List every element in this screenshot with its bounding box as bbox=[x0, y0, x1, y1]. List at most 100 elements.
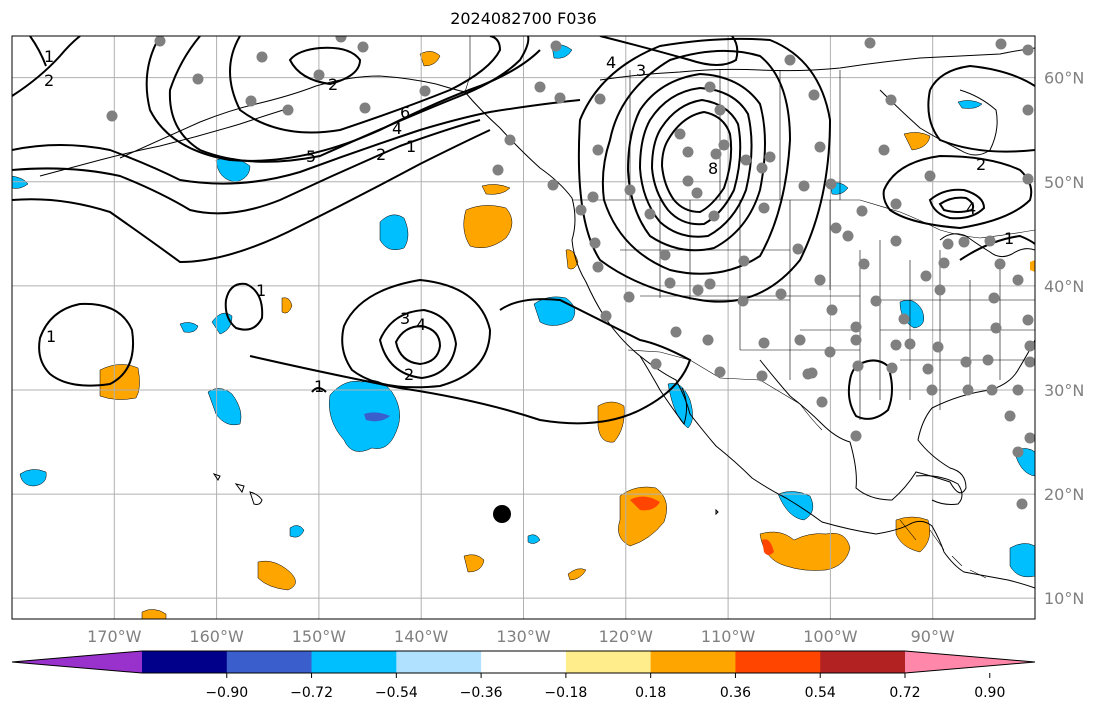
station-dot bbox=[592, 261, 604, 273]
station-dot bbox=[714, 104, 726, 116]
station-dot bbox=[704, 81, 716, 93]
contour-labels: 1 2 2 4 6 5 2 1 4 3 8 2 4 1 1 1 3 4 2 1 bbox=[44, 47, 1014, 396]
station-dot bbox=[718, 139, 730, 151]
positive-region bbox=[281, 297, 293, 314]
station-dot bbox=[547, 179, 559, 191]
station-dot bbox=[814, 141, 826, 153]
station-dot bbox=[926, 384, 938, 396]
contour-line bbox=[638, 86, 753, 238]
contour-line bbox=[38, 302, 134, 387]
central-america-border bbox=[899, 519, 987, 579]
contour-label: 2 bbox=[328, 75, 338, 94]
longitude-tick-label: 90°W bbox=[911, 627, 955, 646]
station-dot bbox=[282, 104, 294, 116]
colorbar-upper-extend bbox=[905, 651, 1035, 673]
station-dot bbox=[313, 69, 325, 81]
station-dot bbox=[1022, 104, 1034, 116]
station-dot bbox=[674, 128, 686, 140]
hudson-bay bbox=[879, 89, 998, 156]
colorbar-tick-label: 0.90 bbox=[974, 685, 1005, 701]
station-dot bbox=[982, 354, 994, 366]
positive-region bbox=[597, 401, 625, 443]
contour-label: 4 bbox=[606, 53, 616, 72]
station-dot bbox=[898, 313, 910, 325]
station-dot bbox=[920, 270, 932, 282]
station-dot bbox=[756, 370, 768, 382]
contour-line bbox=[288, 46, 362, 86]
longitude-tick-label: 120°W bbox=[599, 627, 654, 646]
latitude-tick-labels: 60°N 50°N 40°N 30°N 20°N 10°N bbox=[1044, 69, 1084, 609]
station-dot bbox=[714, 366, 726, 378]
station-dot bbox=[764, 151, 776, 163]
longitude-tick-label: 130°W bbox=[496, 627, 551, 646]
colorbar bbox=[11, 650, 1036, 674]
latitude-tick-label: 60°N bbox=[1044, 69, 1084, 88]
station-dot bbox=[492, 164, 504, 176]
canada-arctic-coast bbox=[599, 47, 1035, 81]
station-dot bbox=[550, 40, 562, 52]
contour-label: 8 bbox=[708, 159, 718, 178]
contour-line bbox=[601, 49, 792, 275]
contour-label: 4 bbox=[392, 119, 402, 138]
contour-line bbox=[229, 36, 502, 134]
contour-label: 1 bbox=[406, 137, 416, 156]
station-dot bbox=[738, 255, 750, 267]
graticule-grid bbox=[12, 36, 1035, 619]
station-dot bbox=[758, 337, 770, 349]
contour-label: 2 bbox=[404, 365, 414, 384]
station-dot bbox=[830, 222, 842, 234]
station-dot bbox=[825, 178, 837, 190]
shaded-anomaly-regions bbox=[12, 44, 1035, 619]
longitude-tick-label: 140°W bbox=[394, 627, 449, 646]
station-dot bbox=[256, 51, 268, 63]
latitude-tick-label: 50°N bbox=[1044, 173, 1084, 192]
contour-label: 4 bbox=[416, 315, 426, 334]
contour-label: 1 bbox=[46, 327, 56, 346]
contour-line bbox=[249, 298, 692, 425]
station-dot bbox=[960, 356, 972, 368]
contour-lines bbox=[12, 36, 1035, 425]
station-dot bbox=[710, 148, 722, 160]
station-dot bbox=[587, 191, 599, 203]
station-dot bbox=[784, 54, 796, 66]
contour-line bbox=[12, 36, 81, 97]
station-dot bbox=[988, 292, 1000, 304]
positive-region bbox=[481, 184, 511, 195]
hawaii-island bbox=[212, 473, 221, 481]
negative-region bbox=[533, 296, 576, 326]
contour-line bbox=[378, 308, 458, 380]
longitude-tick-label: 160°W bbox=[189, 627, 244, 646]
station-dot bbox=[594, 93, 606, 105]
strong-positive-region bbox=[630, 496, 660, 511]
colorbar-segment bbox=[226, 651, 313, 673]
station-dot bbox=[990, 322, 1002, 334]
colorbar-segment bbox=[650, 651, 736, 673]
colorbar-outline bbox=[11, 650, 1036, 674]
colorbar-segment bbox=[396, 651, 482, 673]
station-dot bbox=[1024, 340, 1035, 352]
contour-line bbox=[938, 196, 975, 213]
contour-label: 1 bbox=[44, 47, 54, 66]
station-markers bbox=[106, 36, 1035, 510]
contour-line bbox=[660, 110, 733, 214]
gulf-coast bbox=[759, 339, 1035, 501]
station-dot bbox=[756, 162, 768, 174]
positive-region bbox=[567, 568, 587, 581]
colorbar-tick-label: −0.72 bbox=[290, 685, 333, 701]
station-dot bbox=[824, 346, 836, 358]
station-dot bbox=[192, 73, 204, 85]
station-dot bbox=[1016, 498, 1028, 510]
contour-line bbox=[168, 36, 530, 163]
station-dot bbox=[850, 321, 862, 333]
positive-region bbox=[257, 560, 296, 591]
station-dot bbox=[808, 89, 820, 101]
station-dot bbox=[1004, 410, 1016, 422]
alaska-peninsula bbox=[119, 75, 466, 159]
station-dot bbox=[802, 368, 814, 380]
baja-california bbox=[639, 355, 688, 426]
map-title: 2024082700 F036 bbox=[450, 9, 597, 28]
station-dot bbox=[702, 334, 714, 346]
latitude-tick-label: 10°N bbox=[1044, 589, 1084, 608]
station-dot bbox=[708, 210, 720, 222]
station-dot bbox=[534, 81, 546, 93]
